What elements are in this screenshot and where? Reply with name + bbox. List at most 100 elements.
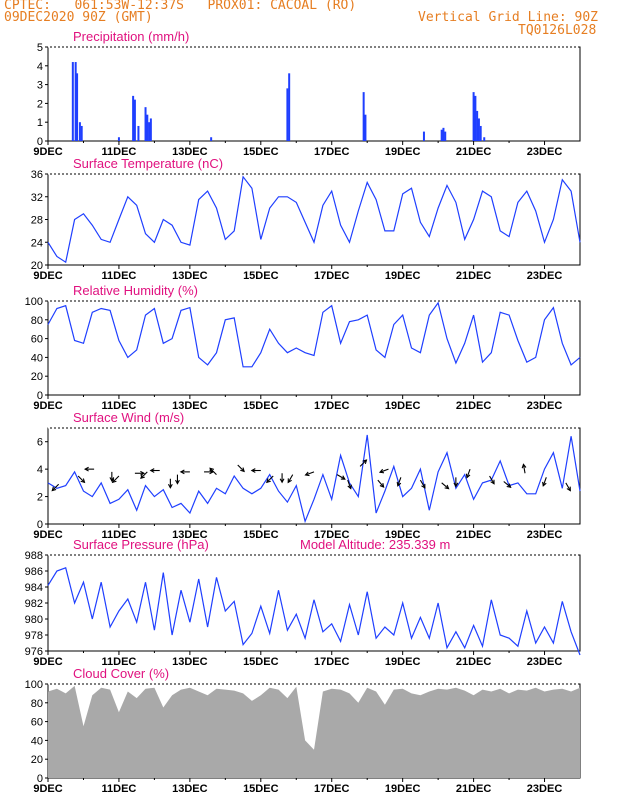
pres-ytick-label: 988 <box>25 550 43 562</box>
wind-arrow <box>489 475 495 485</box>
wind-arrow-head <box>506 483 512 489</box>
cloud-area <box>48 685 580 778</box>
precip-bar <box>474 95 477 141</box>
pres-ytick-label: 980 <box>25 614 43 626</box>
precip-xtick-label: 15DEC <box>243 146 279 158</box>
precip-bar <box>76 73 79 141</box>
cloud-ytick-label: 20 <box>31 754 43 766</box>
pres-ytick-label: 976 <box>25 646 43 658</box>
wind-ytick-label: 4 <box>37 464 43 476</box>
wind-arrow-head <box>250 468 256 473</box>
pres-ytick-label: 978 <box>25 630 43 642</box>
wind-frame <box>47 427 581 525</box>
pres-xtick-label: 21DEC <box>456 656 492 668</box>
rh-xtick-label: 15DEC <box>243 400 279 412</box>
wind-arrow <box>397 477 402 487</box>
wind-arrow-head <box>379 482 385 488</box>
wind-arrow <box>266 475 274 483</box>
cloud-xtick-label: 11DEC <box>102 783 137 795</box>
wind-arrow-head <box>340 475 346 480</box>
wind-arrow <box>542 477 547 487</box>
precip-xtick-label: 9DEC <box>33 146 62 158</box>
precip-bar <box>440 129 443 141</box>
wind-arrow <box>287 474 294 483</box>
temp-series-line <box>47 175 581 264</box>
cloud-xtick-label: 13DEC <box>172 783 208 795</box>
rh-ytick-label: 0 <box>37 390 43 402</box>
wind-arrow <box>112 475 120 483</box>
wind-arrow-head <box>566 486 571 492</box>
pres-series-line <box>47 567 581 656</box>
precip-bar <box>133 99 136 141</box>
rh-series-line <box>47 301 581 368</box>
wind-arrow-head <box>521 463 527 469</box>
precip-bar <box>80 125 83 141</box>
header-date: 09DEC2020 90Z (GMT) <box>4 10 153 25</box>
cloud-xtick-label: 23DEC <box>527 783 563 795</box>
wind-arrow-head <box>140 474 145 480</box>
cloud-xtick-label: 19DEC <box>385 783 421 795</box>
wind-arrow <box>347 479 352 489</box>
precip-bar <box>477 118 480 141</box>
precip-bar <box>117 137 120 141</box>
rh-frame <box>47 300 581 396</box>
precip-ytick-label: 3 <box>37 80 43 92</box>
wind-arrow-head <box>421 483 426 489</box>
wind-arrow <box>140 471 148 479</box>
temp-xtick-label: 9DEC <box>33 270 62 282</box>
precip-bar <box>149 118 152 141</box>
pres-xtick-label: 11DEC <box>102 656 137 668</box>
wind-ytick-label: 2 <box>37 492 43 504</box>
wind-ytick-label: 6 <box>37 437 43 449</box>
pres-ytick-label: 986 <box>25 566 43 578</box>
precip-xtick-label: 23DEC <box>527 146 563 158</box>
rh-ytick-label: 20 <box>31 371 43 383</box>
precip-ytick-label: 0 <box>37 136 43 148</box>
wind-arrow <box>237 464 245 472</box>
rh-title: Relative Humidity (%) <box>73 283 198 298</box>
precip-bar <box>74 62 77 141</box>
rh-xtick-label: 21DEC <box>456 400 492 412</box>
rh-ytick-label: 40 <box>31 352 43 364</box>
temp-xtick-label: 13DEC <box>172 270 208 282</box>
wind-arrow-head <box>279 478 285 484</box>
wind-xtick-label: 11DEC <box>102 529 137 541</box>
precip-ytick-label: 1 <box>37 117 43 129</box>
wind-arrow-head <box>51 486 57 492</box>
precip-bar <box>444 131 447 141</box>
precip-bar <box>362 92 365 141</box>
temp-frame <box>47 173 581 266</box>
temp-ytick-label: 28 <box>31 215 43 227</box>
temp-xtick-label: 11DEC <box>102 270 137 282</box>
precip-ytick-label: 5 <box>37 42 43 54</box>
wind-xtick-label: 19DEC <box>385 529 421 541</box>
wind-arrow <box>336 474 346 480</box>
temp-title: Surface Temperature (nC) <box>73 156 223 171</box>
precip-ytick-label: 2 <box>37 98 43 110</box>
temp-xtick-label: 19DEC <box>385 270 421 282</box>
wind-arrow <box>359 459 367 467</box>
wind-arrow <box>209 467 217 476</box>
cloud-xtick-label: 15DEC <box>243 783 279 795</box>
pres-xtick-label: 23DEC <box>527 656 563 668</box>
precip-bar <box>476 110 479 141</box>
wind-arrow-head <box>347 484 352 490</box>
wind-arrow <box>379 468 389 473</box>
wind-arrow-head <box>287 478 292 484</box>
precip-bar <box>364 114 367 141</box>
pres-xtick-label: 13DEC <box>172 656 208 668</box>
cloud-ytick-label: 40 <box>31 735 43 747</box>
wind-arrow-head <box>111 478 117 484</box>
pres-title: Surface Pressure (hPa) <box>73 537 209 552</box>
wind-arrow-head <box>542 481 547 487</box>
wind-arrow-head <box>240 467 245 473</box>
wind-ytick-label: 0 <box>37 519 43 531</box>
pres-annotation: Model Altitude: 235.339 m <box>300 537 450 552</box>
precip-xtick-label: 17DEC <box>314 146 350 158</box>
precip-bar <box>132 95 135 141</box>
wind-arrow-head <box>209 467 215 473</box>
precip-bar <box>472 92 475 141</box>
wind-arrow <box>51 483 60 491</box>
rh-xtick-label: 13DEC <box>172 400 208 412</box>
